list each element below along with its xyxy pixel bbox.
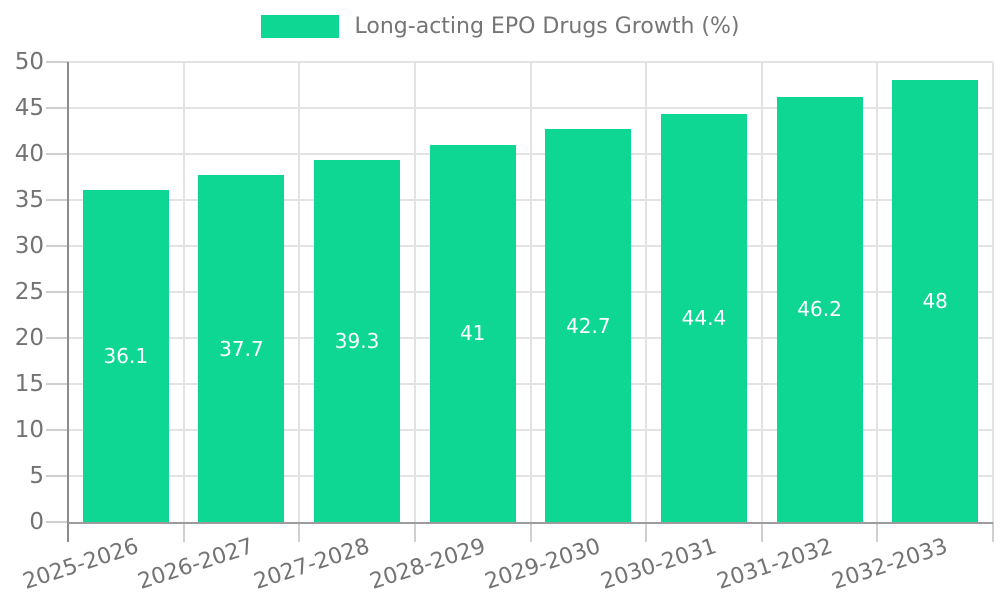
bar-2029-2030[interactable] (545, 129, 632, 522)
y-axis-tick (46, 521, 68, 523)
bar-2032-2033[interactable] (892, 80, 979, 522)
y-axis-tick (46, 61, 68, 63)
x-axis-tick (413, 522, 416, 542)
y-axis-tick (46, 429, 68, 431)
legend-label: Long-acting EPO Drugs Growth (%) (354, 14, 740, 39)
y-axis-line (67, 62, 69, 542)
bar-value-label: 36.1 (103, 343, 149, 368)
bar-value-label: 46.2 (797, 297, 842, 322)
y-axis-tick (46, 475, 68, 477)
y-axis-tick (46, 291, 68, 293)
bar-value-label: 48 (922, 289, 948, 314)
x-axis-tick (760, 522, 763, 542)
bar-2027-2028[interactable] (314, 160, 401, 522)
y-axis-tick (46, 107, 68, 109)
gridline-vertical (645, 62, 648, 522)
y-axis-tick (46, 153, 68, 155)
x-axis-tick (529, 522, 532, 542)
bar-2026-2027[interactable] (198, 175, 285, 522)
x-axis-tick (298, 522, 301, 542)
y-axis-tick (46, 383, 68, 385)
bar-2030-2031[interactable] (660, 113, 747, 522)
y-axis-tick-label: 0 (29, 509, 44, 535)
gridline-vertical (760, 62, 763, 522)
y-axis-tick-label: 50 (14, 49, 44, 75)
gridline-vertical (298, 62, 301, 522)
bar-value-label: 39.3 (334, 329, 380, 354)
y-axis-tick-label: 15 (14, 371, 44, 397)
bar-value-label: 44.4 (681, 305, 727, 330)
bar-value-label: 41 (459, 321, 486, 346)
gridline-vertical (182, 62, 185, 522)
y-axis-tick-label: 20 (14, 325, 44, 351)
y-axis-tick-label: 35 (14, 187, 44, 213)
y-axis-tick-label: 30 (14, 233, 44, 259)
gridline-vertical (529, 62, 532, 522)
y-axis-tick-label: 5 (29, 463, 44, 489)
y-axis-tick-label: 45 (14, 95, 44, 121)
gridline-vertical (992, 62, 994, 522)
y-axis-tick (46, 245, 68, 247)
y-axis-tick (46, 199, 68, 201)
x-axis-line (68, 522, 993, 524)
legend-swatch (260, 15, 339, 38)
x-axis-tick (992, 522, 994, 542)
y-axis-tick (46, 337, 68, 339)
bar-2025-2026[interactable] (82, 189, 169, 522)
bar-value-label: 37.7 (219, 336, 264, 361)
bar-2028-2029[interactable] (429, 144, 516, 522)
bar-value-label: 42.7 (566, 313, 611, 338)
legend[interactable]: Long-acting EPO Drugs Growth (%) (0, 14, 1000, 39)
x-axis-tick (182, 522, 185, 542)
y-axis-tick-label: 40 (14, 141, 44, 167)
gridline-vertical (876, 62, 879, 522)
bar-2031-2032[interactable] (776, 96, 863, 522)
gridline-vertical (413, 62, 416, 522)
x-axis-tick (645, 522, 648, 542)
y-axis-tick-label: 25 (14, 279, 44, 305)
x-axis-tick (876, 522, 879, 542)
y-axis-tick-label: 10 (14, 417, 44, 443)
